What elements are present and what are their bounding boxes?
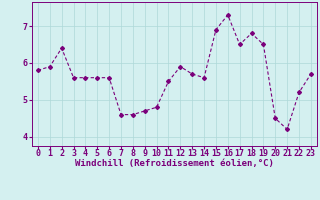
X-axis label: Windchill (Refroidissement éolien,°C): Windchill (Refroidissement éolien,°C) xyxy=(75,159,274,168)
